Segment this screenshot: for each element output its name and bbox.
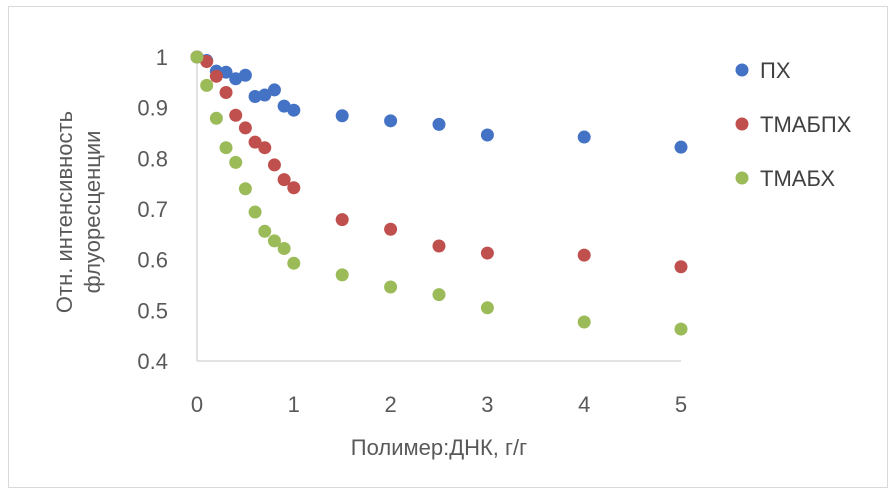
legend-marker bbox=[735, 117, 749, 131]
data-point bbox=[674, 322, 688, 336]
legend-marker bbox=[735, 171, 749, 185]
legend: ПХ ТМАБПХ ТМАБХ bbox=[735, 58, 852, 191]
x-tick-label: 3 bbox=[481, 392, 493, 417]
chart-frame bbox=[8, 6, 888, 488]
x-tick-label: 4 bbox=[578, 392, 590, 417]
data-point bbox=[577, 248, 591, 262]
data-point bbox=[219, 85, 233, 99]
data-point bbox=[432, 239, 446, 253]
data-point bbox=[480, 128, 494, 142]
data-point bbox=[384, 222, 398, 236]
data-point bbox=[258, 224, 272, 238]
y-tick-label: 0.9 bbox=[137, 96, 168, 121]
x-tick-label: 5 bbox=[675, 392, 687, 417]
data-point bbox=[267, 234, 281, 248]
data-point bbox=[200, 55, 214, 69]
x-tick-label: 2 bbox=[384, 392, 396, 417]
data-point bbox=[287, 256, 301, 270]
data-point bbox=[335, 213, 349, 227]
data-point bbox=[258, 88, 272, 102]
legend-label: ТМАБПХ bbox=[760, 112, 852, 137]
data-point bbox=[238, 182, 252, 196]
data-point bbox=[248, 90, 262, 104]
data-point bbox=[287, 103, 301, 117]
data-point bbox=[248, 135, 262, 149]
data-point bbox=[238, 121, 252, 135]
data-point bbox=[267, 158, 281, 172]
data-point bbox=[229, 155, 243, 169]
x-tick-label: 1 bbox=[288, 392, 300, 417]
data-point bbox=[287, 181, 301, 195]
legend-marker bbox=[735, 63, 749, 77]
data-point bbox=[674, 140, 688, 154]
data-point bbox=[229, 108, 243, 122]
data-point bbox=[577, 130, 591, 144]
data-point bbox=[432, 288, 446, 302]
y-tick-labels: 0.4 0.5 0.6 0.7 0.8 0.9 1 bbox=[137, 45, 168, 374]
data-point bbox=[384, 114, 398, 128]
y-tick-label: 1 bbox=[156, 45, 168, 70]
x-axis-title: Полимер:ДНК, г/г bbox=[351, 435, 527, 460]
data-points bbox=[190, 50, 688, 336]
y-axis-title-line2: флуоресценции bbox=[80, 131, 105, 294]
y-tick-label: 0.8 bbox=[137, 146, 168, 171]
data-point bbox=[480, 246, 494, 260]
y-tick-label: 0.7 bbox=[137, 197, 168, 222]
y-tick-label: 0.6 bbox=[137, 248, 168, 273]
y-tick-label: 0.4 bbox=[137, 349, 168, 374]
data-point bbox=[209, 69, 223, 83]
data-point bbox=[238, 68, 252, 82]
x-tick-labels: 0 1 2 3 4 5 bbox=[191, 392, 687, 417]
data-point bbox=[219, 141, 233, 155]
data-point bbox=[577, 315, 591, 329]
data-point bbox=[209, 111, 223, 125]
data-point bbox=[248, 205, 262, 219]
data-point bbox=[277, 242, 291, 256]
y-axis-title: Отн. интенсивность флуоресценции bbox=[52, 111, 105, 313]
data-point bbox=[258, 141, 272, 155]
legend-label: ПХ bbox=[760, 58, 791, 83]
data-point bbox=[190, 50, 204, 64]
data-point bbox=[200, 78, 214, 92]
axes bbox=[196, 57, 681, 362]
data-point bbox=[267, 83, 281, 97]
data-point bbox=[674, 260, 688, 274]
y-axis-title-line1: Отн. интенсивность bbox=[52, 111, 77, 313]
data-point bbox=[480, 301, 494, 315]
data-point bbox=[335, 109, 349, 123]
legend-label: ТМАБХ bbox=[760, 166, 835, 191]
data-point bbox=[335, 268, 349, 282]
data-point bbox=[277, 173, 291, 187]
data-point bbox=[384, 280, 398, 294]
y-tick-label: 0.5 bbox=[137, 298, 168, 323]
x-tick-label: 0 bbox=[191, 392, 203, 417]
data-point bbox=[432, 117, 446, 131]
